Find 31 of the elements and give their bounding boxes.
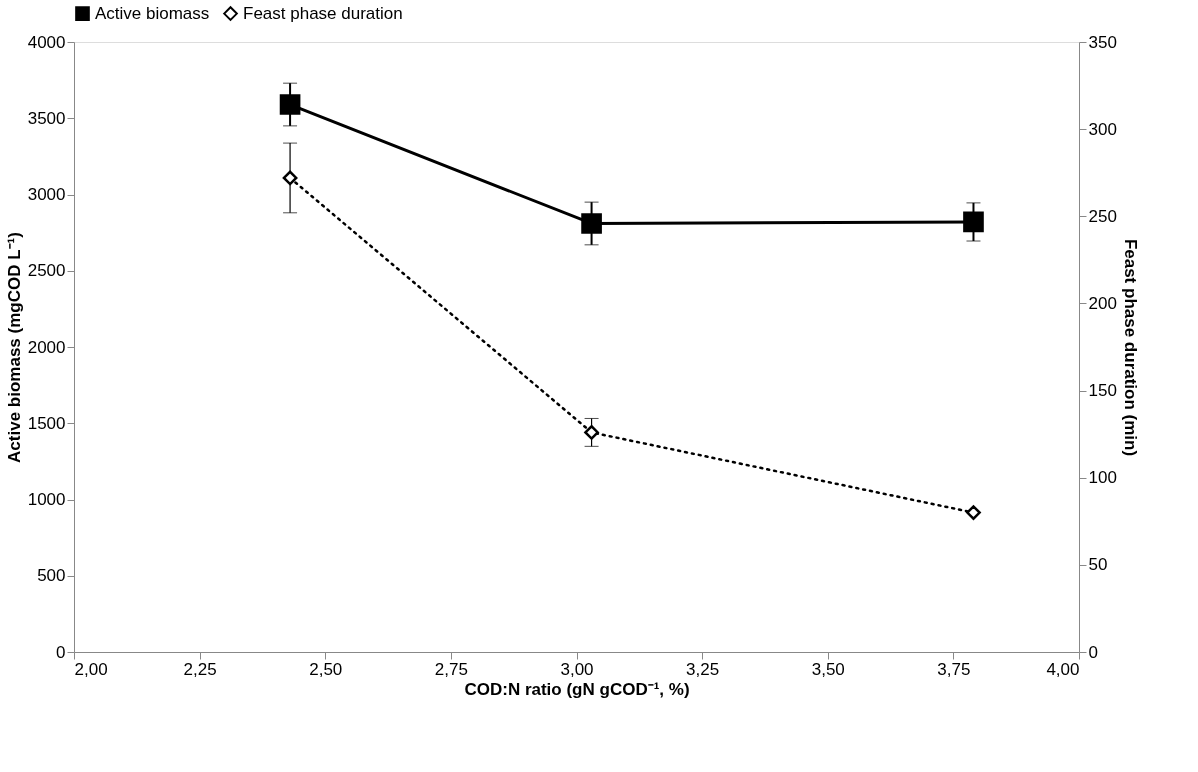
x-tick-label: 3,25 bbox=[686, 659, 720, 679]
x-tick-label: 3,50 bbox=[811, 659, 845, 679]
x-axis-title: COD:N ratio (gN gCOD⁻¹, %) bbox=[464, 679, 690, 699]
x-tick-label: 4,00 bbox=[1046, 659, 1080, 679]
y-tick-label: 500 bbox=[37, 566, 66, 586]
y2-tick-label: 250 bbox=[1088, 206, 1117, 226]
y2-tick-label: 50 bbox=[1088, 555, 1108, 575]
x-tick-label: 2,25 bbox=[183, 659, 217, 679]
x-tick-label: 3,00 bbox=[560, 659, 594, 679]
legend-label: Feast phase duration bbox=[243, 3, 403, 23]
x-tick-label: 2,75 bbox=[434, 659, 468, 679]
legend-label: Active biomass bbox=[95, 3, 210, 23]
x-tick-label: 2,00 bbox=[74, 659, 108, 679]
y-tick-label: 1500 bbox=[27, 413, 66, 433]
y-tick-label: 3000 bbox=[27, 185, 66, 204]
y-tick-label: 0 bbox=[56, 642, 66, 662]
x-tick-label: 2,50 bbox=[309, 659, 343, 679]
y-tick-label: 3500 bbox=[27, 108, 66, 128]
y2-tick-label: 350 bbox=[1088, 32, 1117, 52]
y-tick-label: 1000 bbox=[27, 490, 66, 509]
y2-tick-label: 150 bbox=[1088, 381, 1117, 401]
y2-tick-label: 300 bbox=[1088, 119, 1117, 139]
y2-tick-label: 100 bbox=[1088, 468, 1117, 488]
y2-tick-label: 200 bbox=[1088, 293, 1117, 313]
y-tick-label: 2000 bbox=[27, 337, 66, 357]
y-axis-title: Active biomass (mgCOD L⁻¹) bbox=[4, 232, 24, 463]
y2-tick-label: 0 bbox=[1088, 642, 1098, 662]
x-tick-label: 3,75 bbox=[937, 659, 971, 679]
y-tick-label: 4000 bbox=[27, 32, 66, 52]
y2-axis-title: Feast phase duration (min) bbox=[1120, 238, 1140, 457]
y-tick-label: 2500 bbox=[27, 261, 66, 281]
